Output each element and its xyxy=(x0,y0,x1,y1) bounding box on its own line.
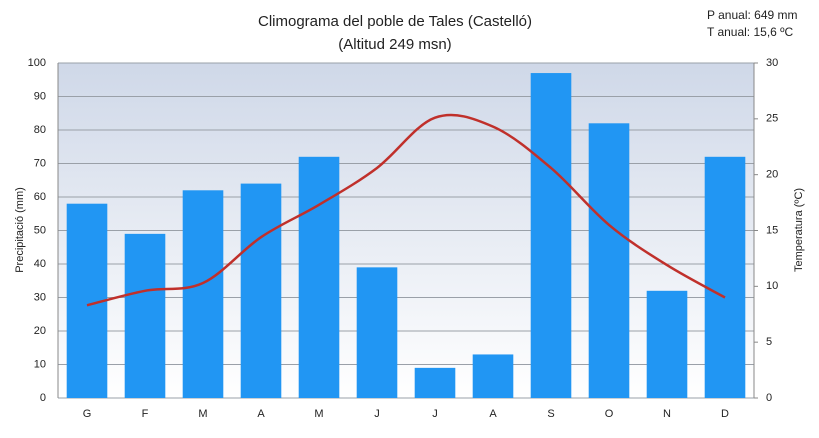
y-tick-label: 30 xyxy=(34,291,46,303)
bar xyxy=(704,156,746,398)
y-tick-label: 0 xyxy=(40,392,46,404)
y-axis-label: Precipitació (mm) xyxy=(14,187,26,273)
chart-title: Climograma del poble de Tales (Castelló) xyxy=(258,13,532,30)
y2-axis-label: Temperatura (ºC) xyxy=(793,188,805,272)
x-tick-label: M xyxy=(198,408,207,420)
x-tick-label: M xyxy=(314,408,323,420)
x-tick-label: S xyxy=(547,408,554,420)
y-tick-label: 10 xyxy=(34,358,46,370)
annotation: T anual: 15,6 ºC xyxy=(707,25,794,39)
bar xyxy=(646,290,688,398)
y-tick-label: 20 xyxy=(34,325,46,337)
bar xyxy=(414,367,456,398)
bar xyxy=(298,156,340,398)
bar xyxy=(588,123,630,399)
y2-tick-label: 0 xyxy=(766,392,772,404)
y2-tick-label: 5 xyxy=(766,336,772,348)
bar xyxy=(182,190,224,398)
y-tick-label: 90 xyxy=(34,90,46,102)
x-tick-label: D xyxy=(721,408,729,420)
x-tick-label: F xyxy=(142,408,149,420)
chart-subtitle: (Altitud 249 msn) xyxy=(338,36,451,53)
y-tick-label: 40 xyxy=(34,258,46,270)
x-tick-label: G xyxy=(83,408,92,420)
x-tick-label: N xyxy=(663,408,671,420)
bar xyxy=(530,73,572,399)
x-tick-label: A xyxy=(257,408,265,420)
bar xyxy=(124,233,166,398)
bar xyxy=(472,354,514,398)
y2-tick-label: 20 xyxy=(766,169,778,181)
y2-tick-label: 25 xyxy=(766,113,778,125)
x-tick-label: O xyxy=(605,408,614,420)
y-tick-label: 60 xyxy=(34,191,46,203)
y2-tick-label: 30 xyxy=(766,57,778,69)
bar xyxy=(240,183,282,398)
x-tick-label: J xyxy=(374,408,380,420)
y-tick-label: 50 xyxy=(34,224,46,236)
y-tick-label: 70 xyxy=(34,157,46,169)
temperature-line xyxy=(86,113,726,307)
annotation: P anual: 649 mm xyxy=(707,8,798,22)
y2-tick-label: 10 xyxy=(766,280,778,292)
x-tick-label: J xyxy=(432,408,438,420)
x-tick-label: A xyxy=(489,408,497,420)
bar xyxy=(356,267,398,398)
y-tick-label: 100 xyxy=(28,57,46,69)
y-tick-label: 80 xyxy=(34,124,46,136)
y2-tick-label: 15 xyxy=(766,224,778,236)
